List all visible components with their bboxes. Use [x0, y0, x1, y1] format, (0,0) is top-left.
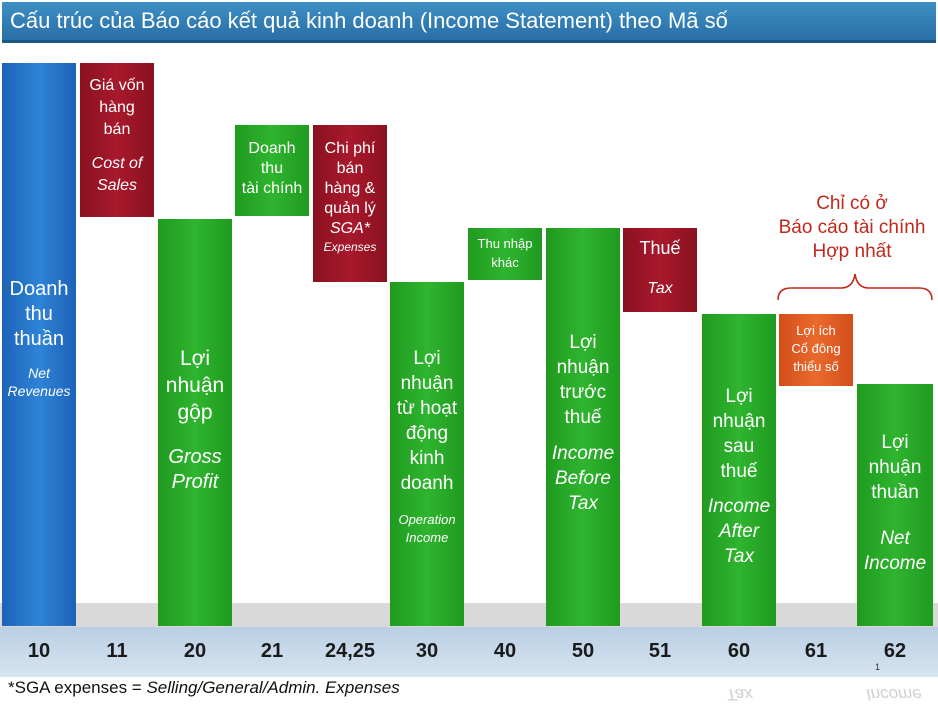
box-net-revenues-vi-3: thuần: [13, 328, 65, 350]
box-income-after-tax: Lợi nhuận sau thuế Income After Tax: [702, 314, 776, 626]
box-sga-expenses-vi-2: bán: [336, 160, 364, 177]
box-net-income-vi-3: thuần: [871, 482, 919, 503]
consolidated-note-line-2: Báo cáo tài chính: [778, 217, 926, 238]
box-income-after-tax-vi-4: thuế: [720, 461, 758, 482]
box-operating-income-vi-5: kinh: [409, 448, 445, 469]
consolidated-note-line-1: Chỉ có ở: [816, 193, 888, 214]
box-minority-interest-vi-2: Cổ đông: [791, 341, 841, 356]
box-net-revenues: Doanh thu thuần Net Revenues: [2, 63, 76, 626]
code-40: 40: [493, 640, 517, 662]
box-income-before-tax-en-2: Before: [555, 468, 611, 489]
reflection-tax: Tax: [726, 685, 753, 704]
box-sga-expenses: Chi phí bán hàng & quản lý SGA* Expenses: [313, 125, 387, 282]
box-financial-revenue-vi-2: thu: [260, 160, 284, 177]
box-income-before-tax-vi-3: trước: [559, 382, 607, 403]
title-bar: Cấu trúc của Báo cáo kết quả kinh doanh …: [2, 2, 936, 43]
page-number: 1: [875, 662, 881, 672]
box-tax: Thuế Tax: [623, 228, 697, 312]
code-10: 10: [27, 640, 51, 662]
box-other-income-vi-1: Thu nhập: [477, 236, 533, 251]
box-net-revenues-en-2: Revenues: [7, 383, 71, 399]
box-income-after-tax-en-1: Income: [707, 496, 771, 517]
box-income-before-tax-en-3: Tax: [568, 493, 598, 514]
box-income-before-tax: Lợi nhuận trước thuế Income Before Tax: [546, 228, 620, 626]
curly-bracket: [777, 273, 933, 301]
box-minority-interest-vi-1: Lợi ích: [796, 323, 836, 338]
box-financial-revenue: Doanh thu tài chính: [235, 125, 309, 216]
box-operating-income-vi-4: động: [405, 423, 449, 444]
box-tax-en-1: Tax: [647, 280, 673, 297]
box-cost-of-sales-vi-2: hàng: [99, 99, 135, 116]
box-cost-of-sales-en-2: Sales: [96, 177, 138, 194]
box-operating-income-vi-2: nhuận: [400, 373, 454, 394]
box-gross-profit-vi-2: nhuận: [165, 374, 225, 397]
box-net-income-vi-1: Lợi: [881, 432, 909, 453]
code-62: 62: [883, 640, 907, 662]
box-minority-interest: Lợi ích Cổ đông thiểu số: [779, 314, 853, 386]
box-gross-profit-vi-1: Lợi: [179, 347, 211, 370]
box-net-income-vi-2: nhuận: [868, 457, 922, 478]
box-other-income: Thu nhập khác: [468, 228, 542, 280]
box-minority-interest-vi-3: thiểu số: [793, 359, 839, 374]
box-income-after-tax-en-3: Tax: [724, 546, 754, 567]
box-net-income: Lợi nhuận thuần Net Income: [857, 384, 933, 626]
code-50: 50: [571, 640, 595, 662]
box-net-income-en-2: Income: [863, 553, 927, 574]
box-gross-profit-en-1: Gross: [168, 446, 222, 468]
reflection-income: Income: [866, 685, 922, 704]
box-cost-of-sales-vi-3: bán: [103, 121, 131, 138]
box-income-after-tax-vi-2: nhuận: [712, 411, 766, 432]
footnote-prefix: *SGA expenses =: [8, 678, 147, 697]
box-cost-of-sales-en-1: Cost of: [91, 155, 143, 172]
box-tax-vi-1: Thuế: [639, 238, 681, 258]
footnote: *SGA expenses = Selling/General/Admin. E…: [8, 678, 400, 698]
code-11: 11: [106, 640, 128, 662]
box-financial-revenue-vi-1: Doanh: [248, 140, 296, 157]
code-24-25: 24,25: [324, 640, 376, 662]
floor-band: [0, 603, 938, 627]
box-financial-revenue-vi-3: tài chính: [241, 180, 303, 197]
box-income-before-tax-vi-1: Lợi: [569, 332, 597, 353]
box-sga-expenses-en-1: SGA*: [329, 220, 370, 237]
box-operating-income-vi-3: từ hoạt: [396, 398, 458, 419]
box-sga-expenses-vi-3: hàng &: [324, 180, 376, 197]
box-sga-expenses-en-2: Expenses: [323, 240, 377, 254]
consolidated-note: Chỉ có ở Báo cáo tài chính Hợp nhất: [752, 192, 938, 264]
box-operating-income: Lợi nhuận từ hoạt động kinh doanh Operat…: [390, 282, 464, 626]
box-income-after-tax-vi-3: sau: [723, 436, 755, 457]
box-net-revenues-vi-2: thu: [25, 303, 53, 325]
codes-band: [0, 627, 938, 677]
box-other-income-vi-2: khác: [491, 255, 519, 270]
box-net-revenues-vi-1: Doanh: [9, 278, 69, 300]
code-51: 51: [648, 640, 672, 662]
box-sga-expenses-vi-4: quản lý: [324, 200, 376, 217]
box-income-after-tax-vi-1: Lợi: [725, 386, 753, 407]
box-gross-profit-vi-3: gộp: [177, 401, 213, 424]
box-gross-profit: Lợi nhuận gộp Gross Profit: [158, 219, 232, 626]
code-20: 20: [183, 640, 207, 662]
page-title: Cấu trúc của Báo cáo kết quả kinh doanh …: [10, 8, 728, 33]
box-operating-income-vi-1: Lợi: [413, 348, 441, 369]
box-income-before-tax-vi-4: thuế: [564, 407, 602, 428]
box-income-before-tax-vi-2: nhuận: [556, 357, 610, 378]
box-gross-profit-en-2: Profit: [171, 471, 219, 493]
box-operating-income-en-1: Operation: [398, 512, 456, 527]
box-sga-expenses-vi-1: Chi phí: [324, 140, 376, 157]
code-60: 60: [727, 640, 751, 662]
code-61: 61: [804, 640, 828, 662]
box-net-revenues-en-1: Net: [28, 365, 50, 381]
box-cost-of-sales-vi-1: Giá vốn: [89, 77, 145, 94]
box-operating-income-vi-6: doanh: [400, 473, 454, 494]
box-income-after-tax-en-2: After: [718, 521, 760, 542]
box-operating-income-en-2: Income: [405, 530, 449, 545]
box-cost-of-sales: Giá vốn hàng bán Cost of Sales: [80, 63, 154, 217]
footnote-definition: Selling/General/Admin. Expenses: [146, 678, 400, 697]
box-net-income-en-1: Net: [880, 528, 910, 549]
box-income-before-tax-en-1: Income: [551, 443, 615, 464]
consolidated-note-line-3: Hợp nhất: [812, 241, 892, 262]
code-21: 21: [260, 640, 284, 662]
code-30: 30: [415, 640, 439, 662]
